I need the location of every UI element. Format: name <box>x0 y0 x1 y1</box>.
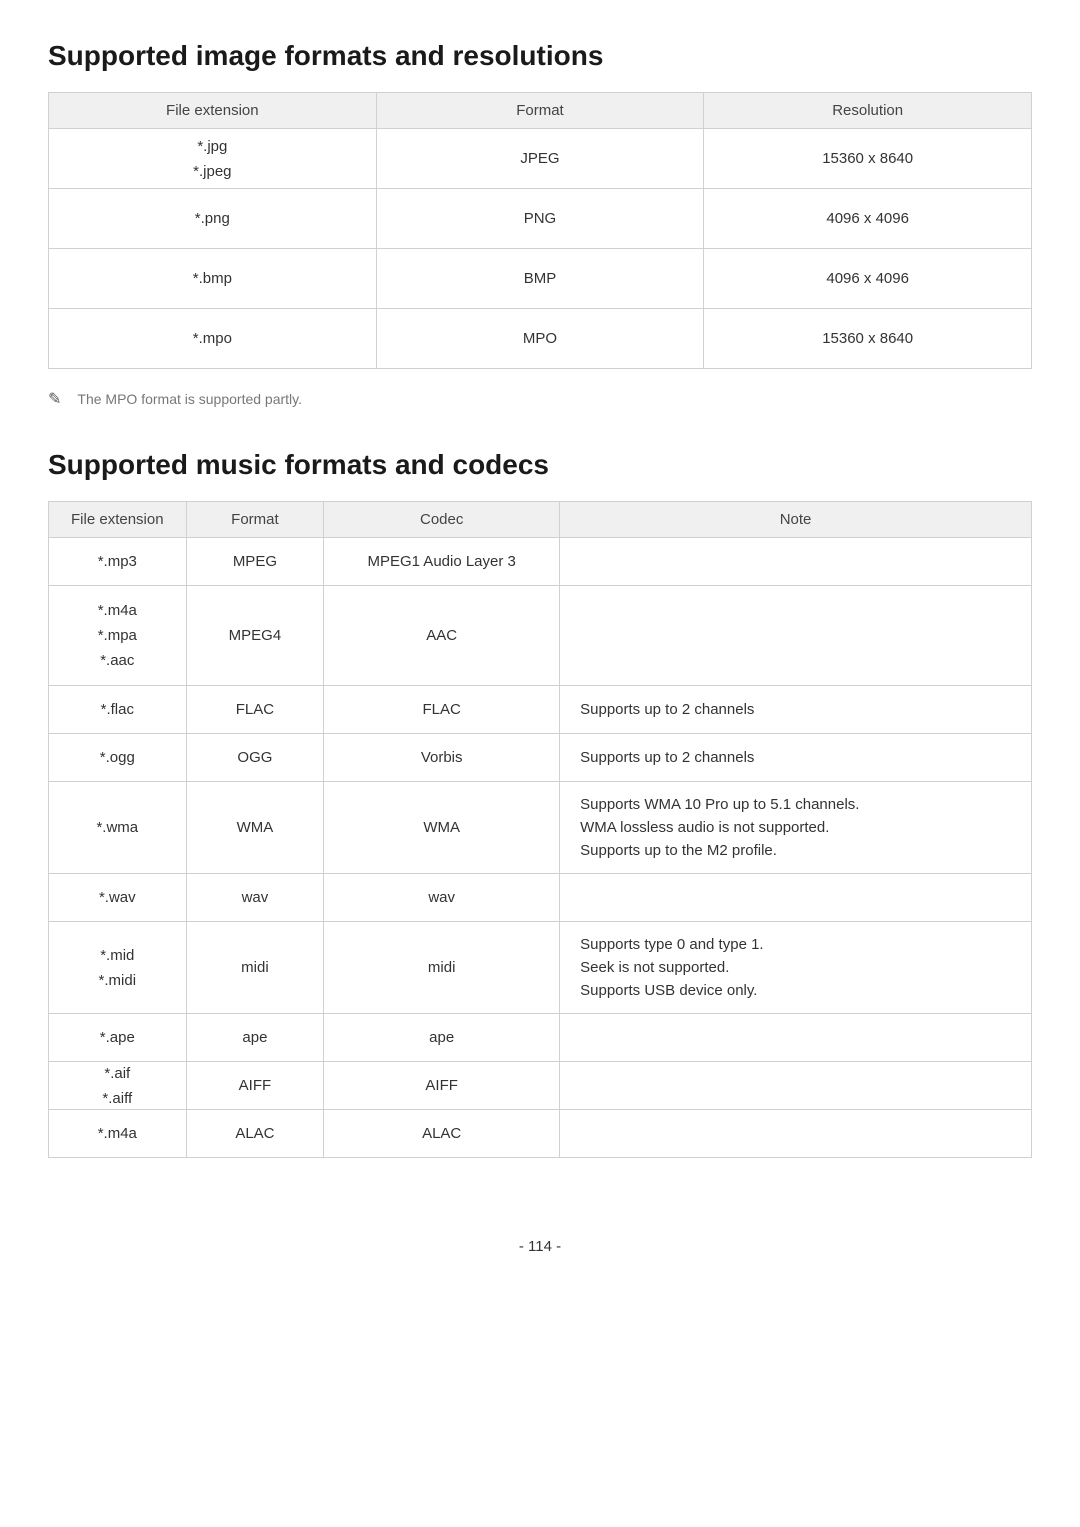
cell-resolution: 4096 x 4096 <box>704 249 1032 309</box>
cell-ext: *.png <box>49 189 377 249</box>
col-codec: Codec <box>324 502 560 538</box>
cell-note <box>560 1062 1032 1110</box>
cell-ext: *.aiff <box>49 1090 186 1107</box>
cell-ext: *.mpo <box>49 309 377 369</box>
cell-resolution: 15360 x 8640 <box>704 309 1032 369</box>
table-row: *.mid *.midi midi midi Supports type 0 a… <box>49 922 1032 1014</box>
cell-ext: *.mpa <box>49 627 186 644</box>
col-file-extension: File extension <box>49 502 187 538</box>
cell-format: wav <box>186 874 324 922</box>
cell-note <box>560 1110 1032 1158</box>
cell-ext: *.aac <box>49 652 186 669</box>
cell-format: WMA <box>186 782 324 874</box>
image-formats-table: File extension Format Resolution *.jpg *… <box>48 92 1032 369</box>
cell-note <box>560 538 1032 586</box>
cell-format: OGG <box>186 734 324 782</box>
cell-codec: AAC <box>324 586 560 686</box>
table-row: *.wma WMA WMA Supports WMA 10 Pro up to … <box>49 782 1032 874</box>
cell-codec: Vorbis <box>324 734 560 782</box>
cell-codec: MPEG1 Audio Layer 3 <box>324 538 560 586</box>
cell-codec: FLAC <box>324 686 560 734</box>
heading-image-formats: Supported image formats and resolutions <box>48 40 1032 72</box>
cell-format: JPEG <box>376 129 704 189</box>
col-format: Format <box>186 502 324 538</box>
table-row: *.m4a *.mpa *.aac MPEG4 AAC <box>49 586 1032 686</box>
cell-ext: *.ape <box>49 1014 187 1062</box>
cell-note: Supports up to 2 channels <box>560 686 1032 734</box>
cell-codec: WMA <box>324 782 560 874</box>
cell-format: ALAC <box>186 1110 324 1158</box>
cell-format: MPO <box>376 309 704 369</box>
cell-format: PNG <box>376 189 704 249</box>
heading-music-formats: Supported music formats and codecs <box>48 449 1032 481</box>
cell-resolution: 15360 x 8640 <box>704 129 1032 189</box>
table-row: *.flac FLAC FLAC Supports up to 2 channe… <box>49 686 1032 734</box>
cell-format: MPEG <box>186 538 324 586</box>
table-row: *.jpg *.jpeg JPEG 15360 x 8640 <box>49 129 1032 189</box>
cell-ext: *.flac <box>49 686 187 734</box>
table-row: *.mpo MPO 15360 x 8640 <box>49 309 1032 369</box>
cell-format: BMP <box>376 249 704 309</box>
col-format: Format <box>376 93 704 129</box>
cell-ext: *.m4a <box>49 602 186 619</box>
cell-format: MPEG4 <box>186 586 324 686</box>
table-row: *.mp3 MPEG MPEG1 Audio Layer 3 <box>49 538 1032 586</box>
cell-ext: *.aif <box>49 1065 186 1082</box>
cell-format: ape <box>186 1014 324 1062</box>
table-row: *.ape ape ape <box>49 1014 1032 1062</box>
cell-ext: *.midi <box>49 972 186 989</box>
cell-ext: *.mp3 <box>49 538 187 586</box>
table-row: *.aif *.aiff AIFF AIFF <box>49 1062 1032 1110</box>
cell-format: midi <box>186 922 324 1014</box>
col-file-extension: File extension <box>49 93 377 129</box>
table-row: *.m4a ALAC ALAC <box>49 1110 1032 1158</box>
col-resolution: Resolution <box>704 93 1032 129</box>
music-formats-table: File extension Format Codec Note *.mp3 M… <box>48 501 1032 1158</box>
cell-note <box>560 1014 1032 1062</box>
cell-note: Supports type 0 and type 1. Seek is not … <box>560 922 1032 1014</box>
cell-codec: AIFF <box>324 1062 560 1110</box>
cell-ext: *.wma <box>49 782 187 874</box>
cell-ext: *.ogg <box>49 734 187 782</box>
cell-codec: midi <box>324 922 560 1014</box>
cell-note <box>560 586 1032 686</box>
page-number: - 114 - <box>48 1238 1032 1255</box>
cell-ext: *.mid <box>49 947 186 964</box>
footnote-text: The MPO format is supported partly. <box>77 391 302 407</box>
footnote: ✎ The MPO format is supported partly. <box>48 389 1032 409</box>
cell-note <box>560 874 1032 922</box>
cell-ext: *.jpg <box>49 138 376 155</box>
table-row: *.png PNG 4096 x 4096 <box>49 189 1032 249</box>
table-row: *.wav wav wav <box>49 874 1032 922</box>
table-row: *.bmp BMP 4096 x 4096 <box>49 249 1032 309</box>
cell-ext: *.jpeg <box>49 163 376 180</box>
cell-resolution: 4096 x 4096 <box>704 189 1032 249</box>
cell-note: Supports WMA 10 Pro up to 5.1 channels. … <box>560 782 1032 874</box>
cell-ext: *.wav <box>49 874 187 922</box>
cell-ext: *.bmp <box>49 249 377 309</box>
cell-format: AIFF <box>186 1062 324 1110</box>
cell-codec: ape <box>324 1014 560 1062</box>
cell-codec: ALAC <box>324 1110 560 1158</box>
cell-codec: wav <box>324 874 560 922</box>
col-note: Note <box>560 502 1032 538</box>
table-row: *.ogg OGG Vorbis Supports up to 2 channe… <box>49 734 1032 782</box>
cell-ext: *.m4a <box>49 1110 187 1158</box>
note-icon: ✎ <box>48 389 61 409</box>
cell-format: FLAC <box>186 686 324 734</box>
cell-note: Supports up to 2 channels <box>560 734 1032 782</box>
